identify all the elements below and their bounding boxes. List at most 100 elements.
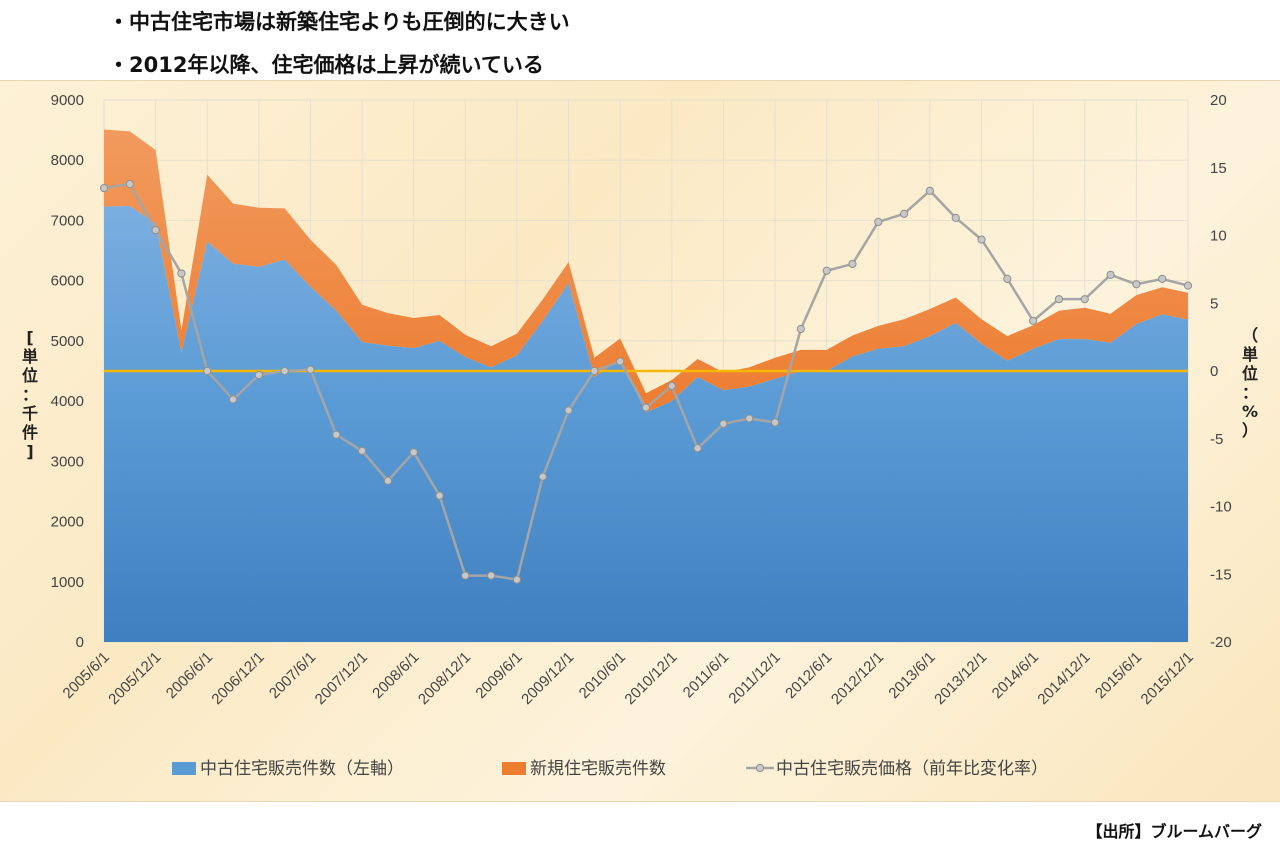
price-point [280, 366, 289, 376]
y-left-tick-label: 1000 [51, 574, 84, 591]
price-point [383, 476, 393, 485]
price-point [951, 213, 960, 222]
price-point [99, 183, 109, 193]
price-point [899, 209, 909, 218]
axis-title-char: 単 [1242, 345, 1258, 364]
axis-title-char: ： [22, 385, 38, 404]
axis-title-char: 位 [1242, 364, 1258, 383]
y-left-tick-label: 9000 [51, 92, 84, 109]
axis-title-char: % [1242, 402, 1258, 421]
legend-new-sales-label: 新規住宅販売件数 [530, 759, 666, 779]
price-point [1054, 295, 1064, 304]
price-point [409, 448, 418, 457]
price-point [848, 259, 857, 269]
price-point [719, 419, 728, 428]
price-point [487, 571, 496, 580]
axis-title-char: ] [26, 442, 33, 461]
price-point [977, 235, 986, 244]
source-note: 【出所】ブルームバーグ [1086, 822, 1262, 841]
y-left-tick-label: 8000 [51, 152, 84, 169]
axis-title-char: 千 [22, 404, 38, 423]
y-right-tick-label: -10 [1210, 499, 1232, 516]
x-tick-label: 2009/12/1 [518, 649, 577, 708]
y-right-tick-label: 5 [1210, 295, 1218, 312]
y-left-axis-title: [単位：千件] [22, 328, 38, 461]
y-left-tick-label: 4000 [51, 393, 84, 410]
y-left-tick-label: 0 [76, 634, 84, 651]
y-left-tick-label: 5000 [51, 333, 84, 350]
y-left-tick-label: 2000 [51, 514, 84, 531]
x-tick-label: 2010/12/1 [621, 649, 680, 708]
bullet-point-1: ・中古住宅市場は新築住宅よりも圧倒的に大きい [108, 10, 570, 34]
y-left-tick-label: 3000 [51, 453, 84, 470]
y-left-tick-label: 7000 [51, 212, 84, 229]
legend-price-change-swatch-marker [755, 763, 765, 773]
x-tick-label: 2005/6/1 [60, 649, 113, 702]
axis-title-char: ： [1242, 383, 1258, 402]
x-tick-label: 2015/12/1 [1138, 649, 1197, 708]
combo-chart: 0 1000 2000 3000 4000 5000 6000 7000 8000 9000 -20… [22, 92, 1258, 779]
x-tick-label: 2006/6/1 [163, 649, 216, 702]
legend-existing-sales-swatch [172, 762, 196, 775]
price-point [461, 571, 470, 580]
x-tick-label: 2014/6/1 [989, 649, 1042, 702]
axis-title-char: 位 [22, 366, 38, 385]
legend-new-sales-swatch [502, 762, 526, 775]
x-tick-label: 2007/6/1 [266, 649, 319, 702]
price-point [822, 266, 831, 275]
x-tick-label: 2013/12/1 [931, 649, 990, 708]
x-tick-label: 2010/6/1 [576, 649, 629, 702]
x-tick-label: 2015/6/1 [1092, 649, 1145, 702]
price-point [125, 179, 134, 189]
x-tick-label: 2013/6/1 [885, 649, 938, 702]
x-tick-label: 2011/12/1 [725, 649, 783, 707]
price-point [616, 357, 625, 366]
area-existing-home-sales [104, 205, 1188, 642]
x-tick-label: 2009/6/1 [472, 649, 525, 702]
price-point [770, 418, 780, 427]
x-tick-label: 2012/6/1 [782, 649, 835, 702]
price-point [667, 381, 676, 391]
axis-title-char: （ [1242, 326, 1258, 345]
price-point [1183, 281, 1193, 290]
price-point [796, 324, 805, 334]
y-right-tick-label: 0 [1210, 363, 1218, 380]
y-right-tick-label: -5 [1210, 431, 1223, 448]
axis-title-char: [ [26, 328, 33, 347]
price-point [874, 217, 883, 227]
y-right-tick-label: 15 [1210, 160, 1227, 177]
price-point [590, 366, 599, 376]
price-point [925, 186, 935, 195]
y-right-tick-label: 20 [1210, 92, 1227, 109]
price-point [1106, 270, 1115, 279]
bullet-point-2: ・2012年以降、住宅価格は上昇が続いている [108, 53, 544, 77]
y-right-axis-title: （単位：%） [1242, 326, 1258, 440]
price-point [1080, 295, 1089, 304]
x-tick-label: 2011/6/1 [680, 649, 733, 702]
area-new-home-sales [104, 129, 1188, 413]
price-point [538, 472, 547, 481]
x-tick-label: 2008/6/1 [369, 649, 422, 702]
x-tick-label: 2005/12/1 [105, 649, 164, 708]
chart-panel: 0 1000 2000 3000 4000 5000 6000 7000 8000 9000 -20… [0, 80, 1280, 802]
y-right-tick-label: -20 [1210, 634, 1232, 651]
price-point [1158, 274, 1167, 283]
legend-existing-sales-label: 中古住宅販売件数（左軸） [200, 759, 404, 779]
price-point [1003, 274, 1012, 283]
price-point [151, 225, 160, 235]
price-point [745, 414, 754, 423]
price-point [306, 365, 315, 374]
y-right-tick-label: 10 [1210, 228, 1227, 245]
x-tick-label: 2007/12/1 [312, 649, 371, 708]
price-point [435, 491, 444, 500]
axis-title-char: 単 [22, 347, 38, 366]
axis-title-char: 件 [22, 423, 38, 442]
price-point [693, 444, 702, 453]
price-point [1029, 316, 1038, 325]
price-point [203, 366, 212, 376]
price-point [332, 430, 341, 439]
y-right-tick-label: -15 [1210, 566, 1232, 583]
price-point [177, 269, 186, 278]
price-point [641, 403, 651, 412]
price-point [228, 395, 238, 404]
